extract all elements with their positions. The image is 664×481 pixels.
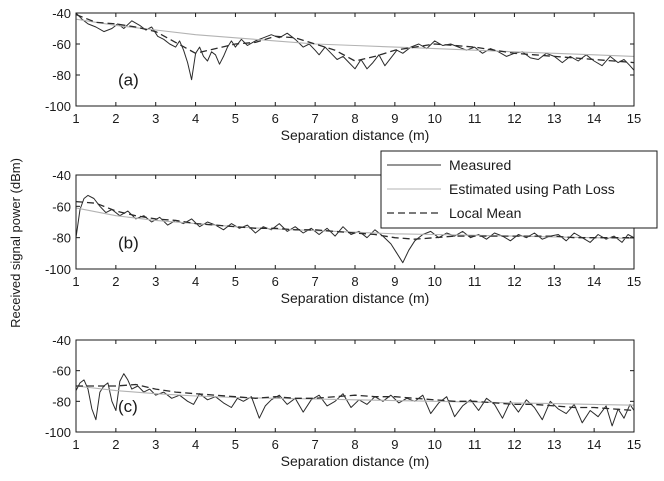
- series-lines: [76, 373, 634, 427]
- x-tick-label: 5: [232, 274, 239, 289]
- x-tick-label: 4: [192, 111, 199, 126]
- x-tick-label: 13: [547, 437, 561, 452]
- x-tick-label: 12: [507, 111, 521, 126]
- y-tick-label: -60: [52, 199, 71, 214]
- x-tick-label: 2: [112, 274, 119, 289]
- x-tick-label: 8: [351, 274, 358, 289]
- x-axis-label: Separation distance (m): [281, 127, 430, 143]
- x-tick-label: 11: [468, 274, 482, 289]
- x-tick-label: 9: [391, 274, 398, 289]
- y-tick-label: -80: [52, 68, 71, 83]
- x-tick-label: 14: [587, 274, 601, 289]
- x-tick-label: 7: [312, 274, 319, 289]
- series-line-measured: [76, 373, 634, 427]
- x-tick-label: 2: [112, 111, 119, 126]
- panel-label: (a): [118, 71, 139, 90]
- x-tick-label: 9: [391, 111, 398, 126]
- x-tick-label: 11: [468, 437, 482, 452]
- y-tick-label: -100: [45, 99, 71, 114]
- x-tick-label: 13: [547, 274, 561, 289]
- x-tick-label: 14: [587, 111, 601, 126]
- x-tick-label: 10: [427, 437, 441, 452]
- x-tick-label: 5: [232, 111, 239, 126]
- legend: Measured Estimated using Path Loss Local M…: [380, 150, 658, 229]
- panel-2: 1 2 3 4 5 6 7 8 9 10 11 12 13 14 15-40-60-80-100Separa…: [45, 168, 641, 306]
- x-axis-label: Separation distance (m): [281, 290, 430, 306]
- panel-3: 1 2 3 4 5 6 7 8 9 10 11 12 13 14 15-40-60-80-100Separa…: [45, 333, 641, 469]
- y-tick-label: -60: [52, 37, 71, 52]
- panel-label: (b): [118, 233, 139, 252]
- y-tick-label: -80: [52, 231, 71, 246]
- x-tick-label: 13: [547, 111, 561, 126]
- y-tick-label: -60: [52, 364, 71, 379]
- x-tick-label: 6: [272, 437, 279, 452]
- y-tick-label: -40: [52, 168, 71, 183]
- x-tick-label: 5: [232, 437, 239, 452]
- y-tick-label: -40: [52, 6, 71, 21]
- x-axis-label: Separation distance (m): [281, 453, 430, 469]
- x-tick-label: 4: [192, 437, 199, 452]
- x-tick-label: 7: [312, 111, 319, 126]
- x-tick-label: 10: [427, 111, 441, 126]
- x-tick-label: 14: [587, 437, 601, 452]
- panel-label: (c): [118, 397, 138, 416]
- x-tick-label: 15: [627, 111, 641, 126]
- chart-panels: 1 2 3 4 5 6 7 8 9 10 11 12 13 14 15-40-60-80-100Separa…: [45, 6, 641, 469]
- y-tick-label: -100: [45, 425, 71, 440]
- x-tick-label: 7: [312, 437, 319, 452]
- legend-entry-label: Local Mean: [449, 205, 521, 221]
- series-line-measured: [76, 13, 634, 81]
- x-tick-label: 1: [72, 274, 79, 289]
- series-line-local-mean: [76, 200, 634, 240]
- y-tick-label: -100: [45, 262, 71, 277]
- panel-1: 1 2 3 4 5 6 7 8 9 10 11 12 13 14 15-40-60-80-100Separa…: [45, 6, 641, 143]
- x-tick-label: 8: [351, 111, 358, 126]
- x-tick-label: 12: [507, 437, 521, 452]
- x-tick-label: 15: [627, 437, 641, 452]
- x-tick-label: 12: [507, 274, 521, 289]
- x-tick-label: 11: [468, 111, 482, 126]
- x-tick-label: 1: [72, 437, 79, 452]
- x-tick-label: 3: [152, 111, 159, 126]
- x-tick-label: 10: [427, 274, 441, 289]
- x-tick-label: 8: [351, 437, 358, 452]
- series-line-estimated-using-path-loss: [76, 18, 634, 57]
- x-tick-label: 6: [272, 111, 279, 126]
- x-tick-label: 3: [152, 274, 159, 289]
- x-tick-label: 4: [192, 274, 199, 289]
- series-line-estimated-using-path-loss: [76, 385, 634, 406]
- x-tick-label: 1: [72, 111, 79, 126]
- series-lines: [76, 194, 634, 264]
- x-tick-label: 3: [152, 437, 159, 452]
- y-tick-label: -80: [52, 394, 71, 409]
- series-line-local-mean: [76, 383, 634, 412]
- legend-entry-label: Measured: [449, 157, 511, 173]
- x-tick-label: 6: [272, 274, 279, 289]
- y-tick-label: -40: [52, 333, 71, 348]
- series-lines: [76, 13, 634, 81]
- legend-entry-label: Estimated using Path Loss: [449, 181, 615, 197]
- x-tick-label: 9: [391, 437, 398, 452]
- x-tick-label: 2: [112, 437, 119, 452]
- x-tick-label: 15: [627, 274, 641, 289]
- figure-ylabel: Received signal power (dBm): [8, 158, 23, 328]
